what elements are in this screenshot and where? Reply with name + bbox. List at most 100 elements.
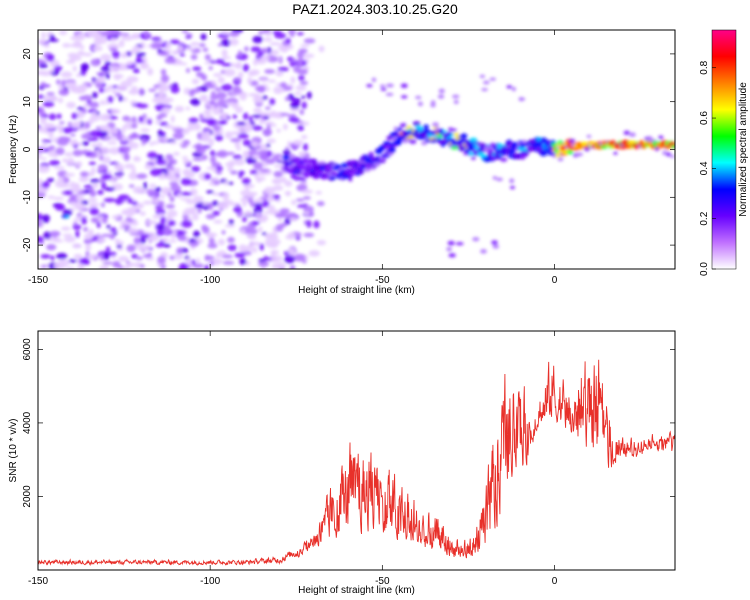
noise-blob [172,132,184,140]
snr-x-tick-label: -100 [200,576,220,587]
noise-blob [81,94,93,101]
noise-blob [204,264,210,269]
noise-blob [265,32,273,37]
noise-blob [160,216,166,225]
noise-blob [161,106,171,114]
ridge-halo-blob [312,161,317,165]
noise-blob [182,62,187,66]
noise-blob [75,73,82,78]
noise-blob [238,170,245,176]
noise-blob [140,233,150,239]
noise-blob [156,223,165,231]
noise-blob [38,70,47,76]
noise-blob [197,209,202,214]
noise-blob [39,106,45,113]
noise-blob [38,146,46,154]
noise-blob [141,138,147,145]
noise-blob [157,48,162,53]
noise-blob [56,252,68,260]
faint-blob [385,92,394,97]
noise-blob [191,165,201,173]
noise-blob [204,54,211,61]
noise-blob [209,150,216,157]
noise-blob [221,254,234,259]
noise-blob [68,259,78,263]
noise-blob [71,139,78,146]
noise-blob [173,151,180,156]
faint-blob [509,185,516,190]
noise-blob [38,178,43,186]
noise-blob [289,60,296,67]
faint-blob [380,87,387,91]
noise-blob [282,123,288,131]
faint-blob [417,101,423,107]
noise-blob [262,95,268,100]
noise-blob [126,244,136,253]
noise-blob [270,112,282,119]
noise-blob [284,96,290,101]
noise-blob [233,64,243,69]
noise-blob [276,262,287,269]
noise-blob [155,242,165,248]
noise-blob [221,230,226,235]
noise-blob [192,195,204,203]
noise-blob [122,135,127,142]
noise-blob [254,202,263,209]
noise-blob [244,210,253,216]
faint-blob [379,84,386,88]
noise-blob [177,192,182,199]
noise-blob [284,180,293,187]
noise-blob [257,216,268,223]
noise-blob [248,92,260,97]
spectrogram-y-tick-label: 20 [22,48,33,60]
noise-blob [147,118,152,125]
spectrogram-x-axis-label: Height of straight line (km) [298,285,415,296]
noise-blob [182,129,190,135]
faint-blob [492,175,498,180]
noise-blob [256,212,261,217]
noise-blob [258,261,270,267]
noise-blob [299,80,309,86]
noise-blob [75,230,80,238]
noise-blob [38,212,43,221]
noise-blob [77,263,85,269]
noise-blob [100,146,110,155]
noise-blob [180,177,192,186]
noise-blob [209,260,214,267]
noise-blob [250,46,261,53]
noise-blob [134,156,139,160]
noise-blob [104,186,116,192]
noise-blob [85,243,92,251]
noise-blob [49,34,55,41]
noise-blob [126,206,137,215]
noise-blob [108,147,121,155]
noise-blob [127,197,133,204]
noise-blob [191,78,200,85]
noise-blob [168,239,177,243]
noise-blob [189,88,201,94]
noise-blob [100,99,105,106]
noise-blob [257,85,266,93]
noise-blob [62,43,71,48]
noise-blob [233,205,242,213]
noise-blob [185,35,192,39]
ridge-blob [566,150,574,155]
noise-blob [38,63,48,69]
noise-blob [118,95,124,102]
noise-blob [109,161,118,165]
ridge-halo-blob [348,178,353,182]
faint-blob [455,242,464,246]
noise-blob [116,174,123,179]
noise-blob [269,41,282,46]
noise-blob [233,158,245,166]
noise-blob [139,264,145,269]
noise-blob [129,100,138,105]
noise-blob [131,220,139,226]
noise-blob [110,135,116,141]
noise-blob [73,253,83,260]
noise-blob [106,224,111,229]
noise-blob [71,112,78,120]
faint-blob [385,83,394,88]
ridge-blob [282,154,290,161]
noise-blob [201,134,211,143]
